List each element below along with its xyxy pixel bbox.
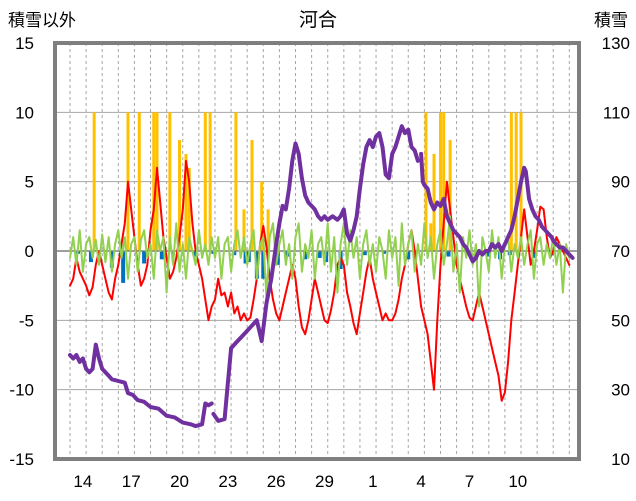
x-tick-label: 1 — [368, 472, 377, 491]
blue-bar — [261, 251, 266, 279]
x-tick-label: 20 — [170, 472, 189, 491]
blue-bar — [382, 251, 387, 254]
x-tick-label: 4 — [416, 472, 425, 491]
series-lines — [68, 124, 575, 429]
grid — [55, 43, 579, 459]
orange-bar — [424, 112, 428, 251]
orange-bar — [250, 140, 254, 251]
right-y-ticks: 10 30 50 70 90 110 130 — [602, 34, 630, 469]
x-tick-label: 23 — [218, 472, 237, 491]
orange-bar — [442, 112, 446, 251]
left-tick-label: -15 — [9, 450, 34, 469]
left-axis-label: 積雪以外 — [8, 11, 76, 31]
blue-bar — [303, 251, 308, 260]
orange-bar — [438, 112, 442, 251]
x-tick-label: 26 — [267, 472, 286, 491]
blue-bar — [121, 251, 126, 283]
blue-bar — [362, 251, 367, 256]
right-tick-label: 110 — [603, 103, 630, 122]
chart-title: 河合 — [299, 9, 337, 31]
plot-frame — [53, 41, 581, 461]
blue-bar — [232, 251, 237, 256]
orange-bar — [178, 140, 182, 251]
left-tick-label: 15 — [15, 34, 34, 53]
left-tick-label: -5 — [19, 311, 34, 330]
orange-bar — [155, 112, 159, 251]
x-tick-label: 29 — [315, 472, 334, 491]
orange-bar — [184, 153, 188, 251]
x-tick-label: 17 — [122, 472, 141, 491]
orange-bar — [260, 181, 264, 251]
blue-bar — [109, 251, 114, 268]
right-tick-label: 90 — [611, 173, 630, 192]
series-line — [69, 159, 571, 402]
left-y-ticks: -15 -10 -5 0 5 10 15 — [9, 34, 34, 469]
x-tick-label: 7 — [465, 472, 474, 491]
right-tick-label: 70 — [611, 242, 630, 261]
blue-bar — [446, 251, 451, 257]
series-line — [419, 151, 575, 264]
left-tick-label: 10 — [15, 103, 34, 122]
orange-bar — [208, 112, 212, 251]
series-line — [69, 215, 571, 308]
orange-bar — [203, 112, 207, 251]
left-tick-label: 0 — [25, 242, 34, 261]
right-tick-label: 10 — [611, 450, 630, 469]
blue-bar — [317, 251, 322, 258]
orange-bar — [92, 112, 96, 251]
blue-bar — [159, 251, 164, 260]
right-axis-label: 積雪 — [594, 11, 628, 31]
x-tick-label: 10 — [508, 472, 527, 491]
orange-bar — [514, 112, 518, 251]
orange-bar — [234, 112, 238, 251]
blue-bar — [142, 251, 147, 264]
right-tick-label: 50 — [611, 311, 630, 330]
left-tick-label: 5 — [25, 173, 34, 192]
right-tick-label: 130 — [602, 34, 630, 53]
orange-bar — [448, 140, 452, 251]
x-tick-label: 14 — [73, 472, 92, 491]
series-line — [68, 342, 214, 429]
x-ticks: 14 17 20 23 26 29 1 4 7 10 — [73, 472, 527, 491]
orange-bar — [152, 112, 156, 251]
right-tick-label: 30 — [611, 381, 630, 400]
blue-bar — [406, 251, 411, 260]
blue-bar — [88, 251, 93, 263]
orange-bar — [137, 112, 141, 251]
left-tick-label: -10 — [9, 381, 34, 400]
orange-bar — [187, 167, 191, 251]
orange-bar — [509, 112, 513, 251]
series-line — [211, 124, 420, 423]
orange-bar — [266, 209, 270, 251]
orange-bar — [168, 112, 172, 251]
blue-bar — [486, 251, 491, 257]
orange-bar — [432, 153, 436, 251]
orange-bar — [242, 209, 246, 251]
